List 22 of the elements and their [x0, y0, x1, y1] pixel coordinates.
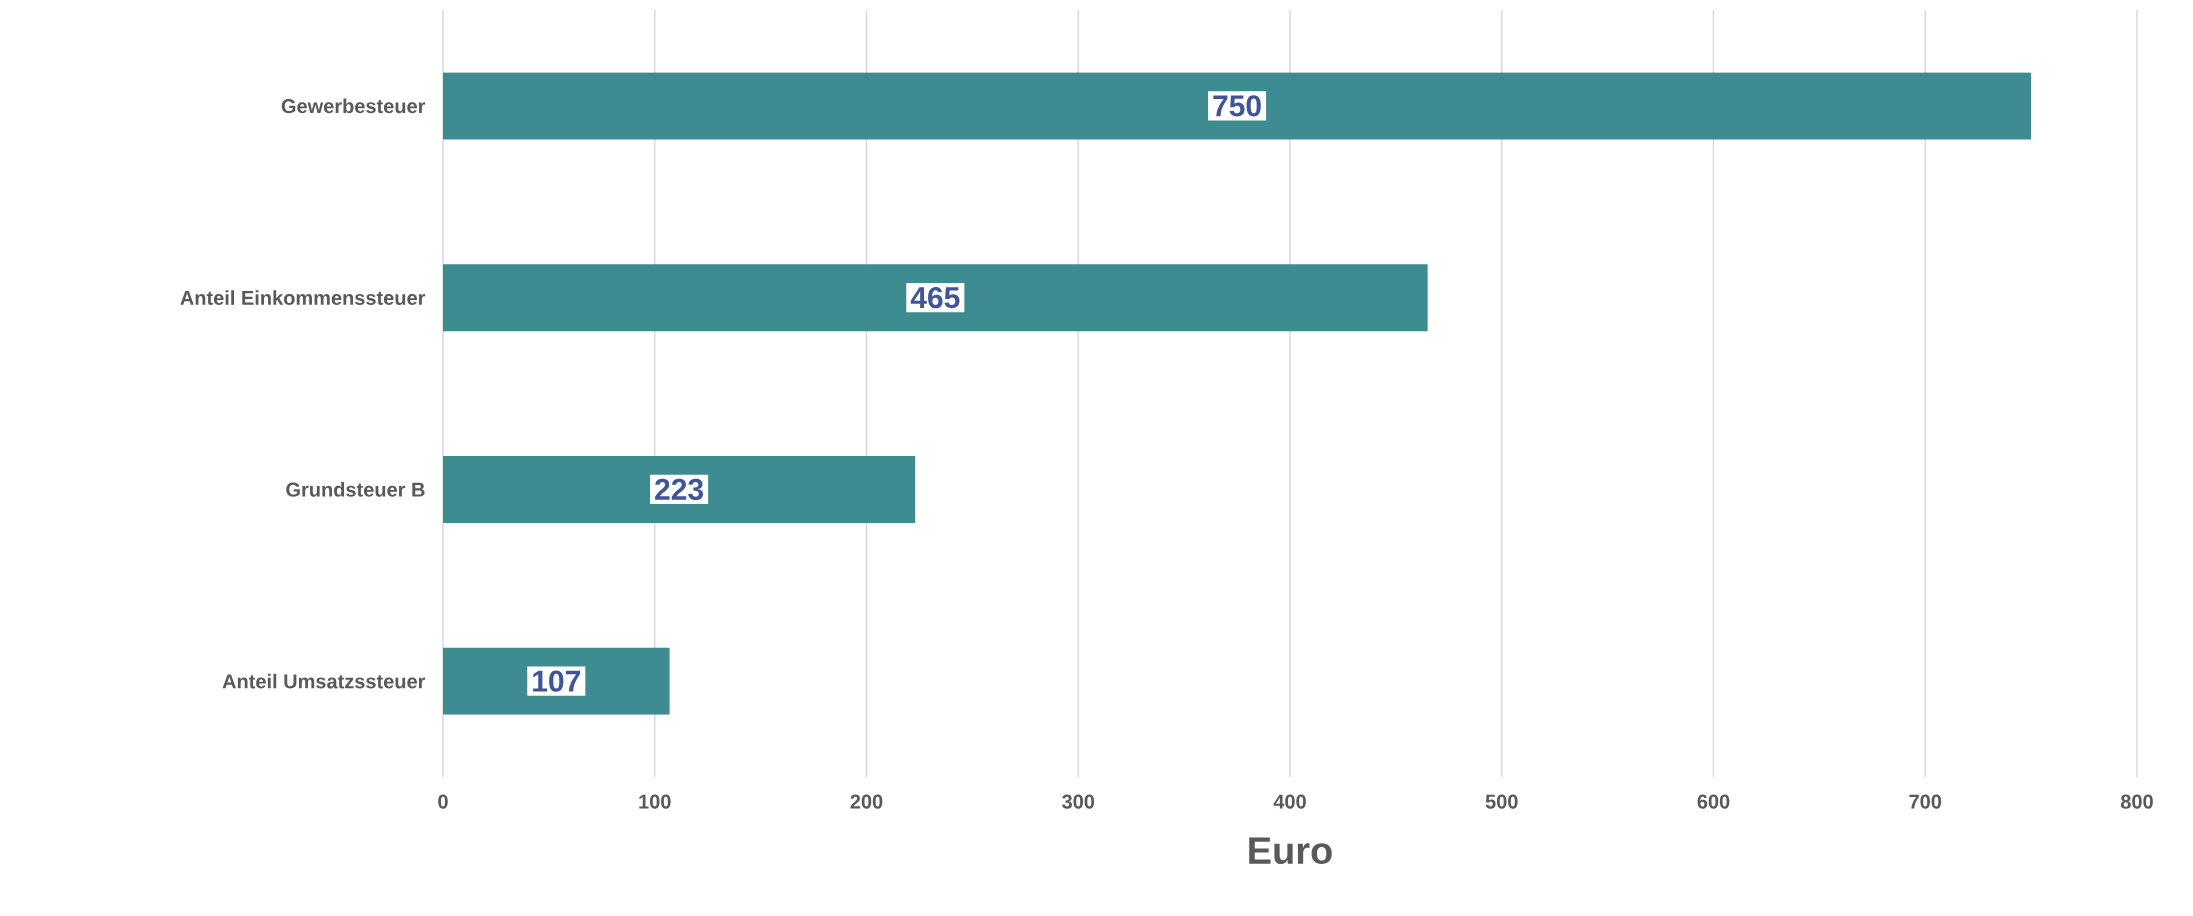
- data-label: 750: [1213, 95, 1261, 117]
- data-label: 107: [533, 670, 580, 692]
- y-tick-label: Anteil Umsatzssteuer: [222, 673, 426, 689]
- y-tick-label: Gewerbesteuer: [281, 98, 426, 114]
- data-label: 465: [910, 287, 960, 309]
- x-tick-label: 100: [639, 794, 671, 809]
- bar: [443, 264, 1428, 332]
- x-axis-title: Euro: [1249, 837, 1332, 865]
- y-tick-label: Anteil Einkommenssteuer: [180, 290, 426, 305]
- bar: [443, 72, 2032, 140]
- data-label: 223: [655, 478, 704, 501]
- bar: [443, 455, 916, 523]
- x-tick-label: 500: [1485, 794, 1518, 809]
- x-tick-label: 400: [1273, 794, 1306, 809]
- x-tick-label: 0: [438, 794, 448, 809]
- x-tick-label: 600: [1697, 794, 1730, 809]
- x-tick-label: 200: [850, 794, 883, 809]
- x-tick-label: 300: [1062, 794, 1095, 809]
- y-tick-label: Grundsteuer B: [286, 482, 425, 497]
- x-tick-label: 700: [1909, 794, 1942, 809]
- bar: [443, 647, 670, 715]
- x-tick-label: 800: [2120, 794, 2153, 809]
